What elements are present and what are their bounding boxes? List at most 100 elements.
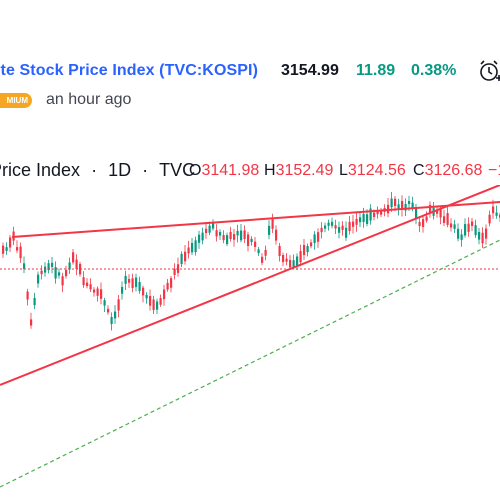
candlestick-series [2, 191, 500, 331]
candle-body [366, 214, 369, 224]
legend-separator: · [142, 160, 149, 180]
candle-body [156, 301, 159, 310]
legend-separator: · [91, 160, 98, 180]
candle-body [299, 251, 302, 263]
candle-body [5, 247, 8, 251]
candle-body [401, 200, 404, 210]
ohlc-low: L3124.56 [339, 162, 406, 179]
candle-body [212, 222, 215, 229]
candle-body [96, 288, 99, 296]
candle-body [82, 277, 85, 286]
candle-body [453, 224, 456, 229]
candle-body [292, 260, 295, 268]
candle-body [201, 232, 204, 241]
candle-body [257, 249, 260, 254]
alarm-clock-plus-icon[interactable] [476, 58, 500, 84]
candle-body [107, 308, 110, 313]
candle-body [236, 230, 239, 236]
candle-body [103, 300, 106, 306]
candle-body [100, 289, 103, 299]
symbol-header: ite Stock Price Index (TVC:KOSPI) 3154.9… [0, 56, 500, 88]
candle-body [166, 282, 169, 290]
candle-body [471, 221, 474, 226]
candle-body [285, 258, 288, 262]
candle-body [268, 225, 271, 235]
candle-body [492, 206, 495, 214]
candle-body [51, 262, 54, 267]
candle-body [93, 289, 96, 293]
candle-body [450, 223, 453, 228]
candle-body [142, 287, 145, 296]
candle-body [278, 245, 281, 256]
candle-body [86, 282, 89, 287]
candle-body [40, 270, 43, 275]
candle-body [37, 274, 40, 284]
candle-body [275, 229, 278, 241]
candle-body [429, 204, 432, 214]
candle-body [495, 212, 498, 216]
candle-body [215, 230, 218, 237]
candle-body [264, 249, 267, 256]
candle-body [488, 214, 491, 224]
legend-symbol: Price Index [0, 160, 81, 180]
premium-badge: MIUM [0, 93, 32, 108]
candle-body [324, 225, 327, 229]
candle-body [303, 244, 306, 256]
candle-body [418, 222, 421, 227]
candle-body [184, 251, 187, 262]
candle-body [121, 286, 124, 294]
candle-body [222, 235, 225, 241]
ohlc-open: O3141.98 [189, 162, 260, 179]
candle-body [306, 245, 309, 253]
candle-body [152, 299, 155, 310]
candle-body [191, 242, 194, 253]
candle-body [226, 235, 229, 245]
dashed-trend-line[interactable] [0, 239, 500, 488]
candle-body [436, 209, 439, 214]
candle-body [390, 198, 393, 208]
candle-body [271, 218, 274, 229]
candle-body [394, 198, 397, 207]
candle-body [408, 201, 411, 205]
candle-body [205, 228, 208, 234]
candle-body [33, 297, 36, 306]
candle-body [30, 319, 33, 326]
candle-body [219, 232, 222, 236]
candle-body [16, 247, 19, 251]
candle-body [397, 204, 400, 210]
candle-body [233, 234, 236, 240]
candle-body [229, 231, 232, 240]
candle-body [338, 227, 341, 233]
candle-body [149, 296, 152, 306]
candle-body [170, 278, 173, 288]
candle-body [19, 246, 22, 259]
candle-body [177, 264, 180, 273]
candle-body [380, 210, 383, 215]
candle-body [443, 216, 446, 223]
candle-body [460, 234, 463, 240]
candle-body [369, 208, 372, 221]
candle-body [54, 267, 57, 279]
candle-body [198, 234, 201, 243]
candle-body [457, 228, 460, 239]
symbol-title-link[interactable]: ite Stock Price Index (TVC:KOSPI) [0, 62, 259, 79]
candle-body [352, 221, 355, 227]
legend-source: TVC [159, 160, 196, 180]
lower-trend-line[interactable] [0, 185, 500, 386]
candle-body [180, 253, 183, 265]
candle-body [439, 209, 442, 218]
candle-body [208, 225, 211, 233]
upper-trend-line[interactable] [11, 201, 500, 238]
publish-time: an hour ago [46, 91, 132, 108]
candle-body [47, 263, 50, 271]
candle-body [240, 230, 243, 241]
candle-body [75, 259, 78, 269]
price-change-percent: 0.38% [411, 62, 457, 79]
candle-body [425, 216, 428, 221]
candle-body [124, 275, 127, 284]
candle-body [310, 242, 313, 247]
candle-body [296, 256, 299, 267]
candle-body [355, 218, 358, 225]
candle-body [485, 228, 488, 239]
price-chart-canvas[interactable] [0, 185, 500, 500]
